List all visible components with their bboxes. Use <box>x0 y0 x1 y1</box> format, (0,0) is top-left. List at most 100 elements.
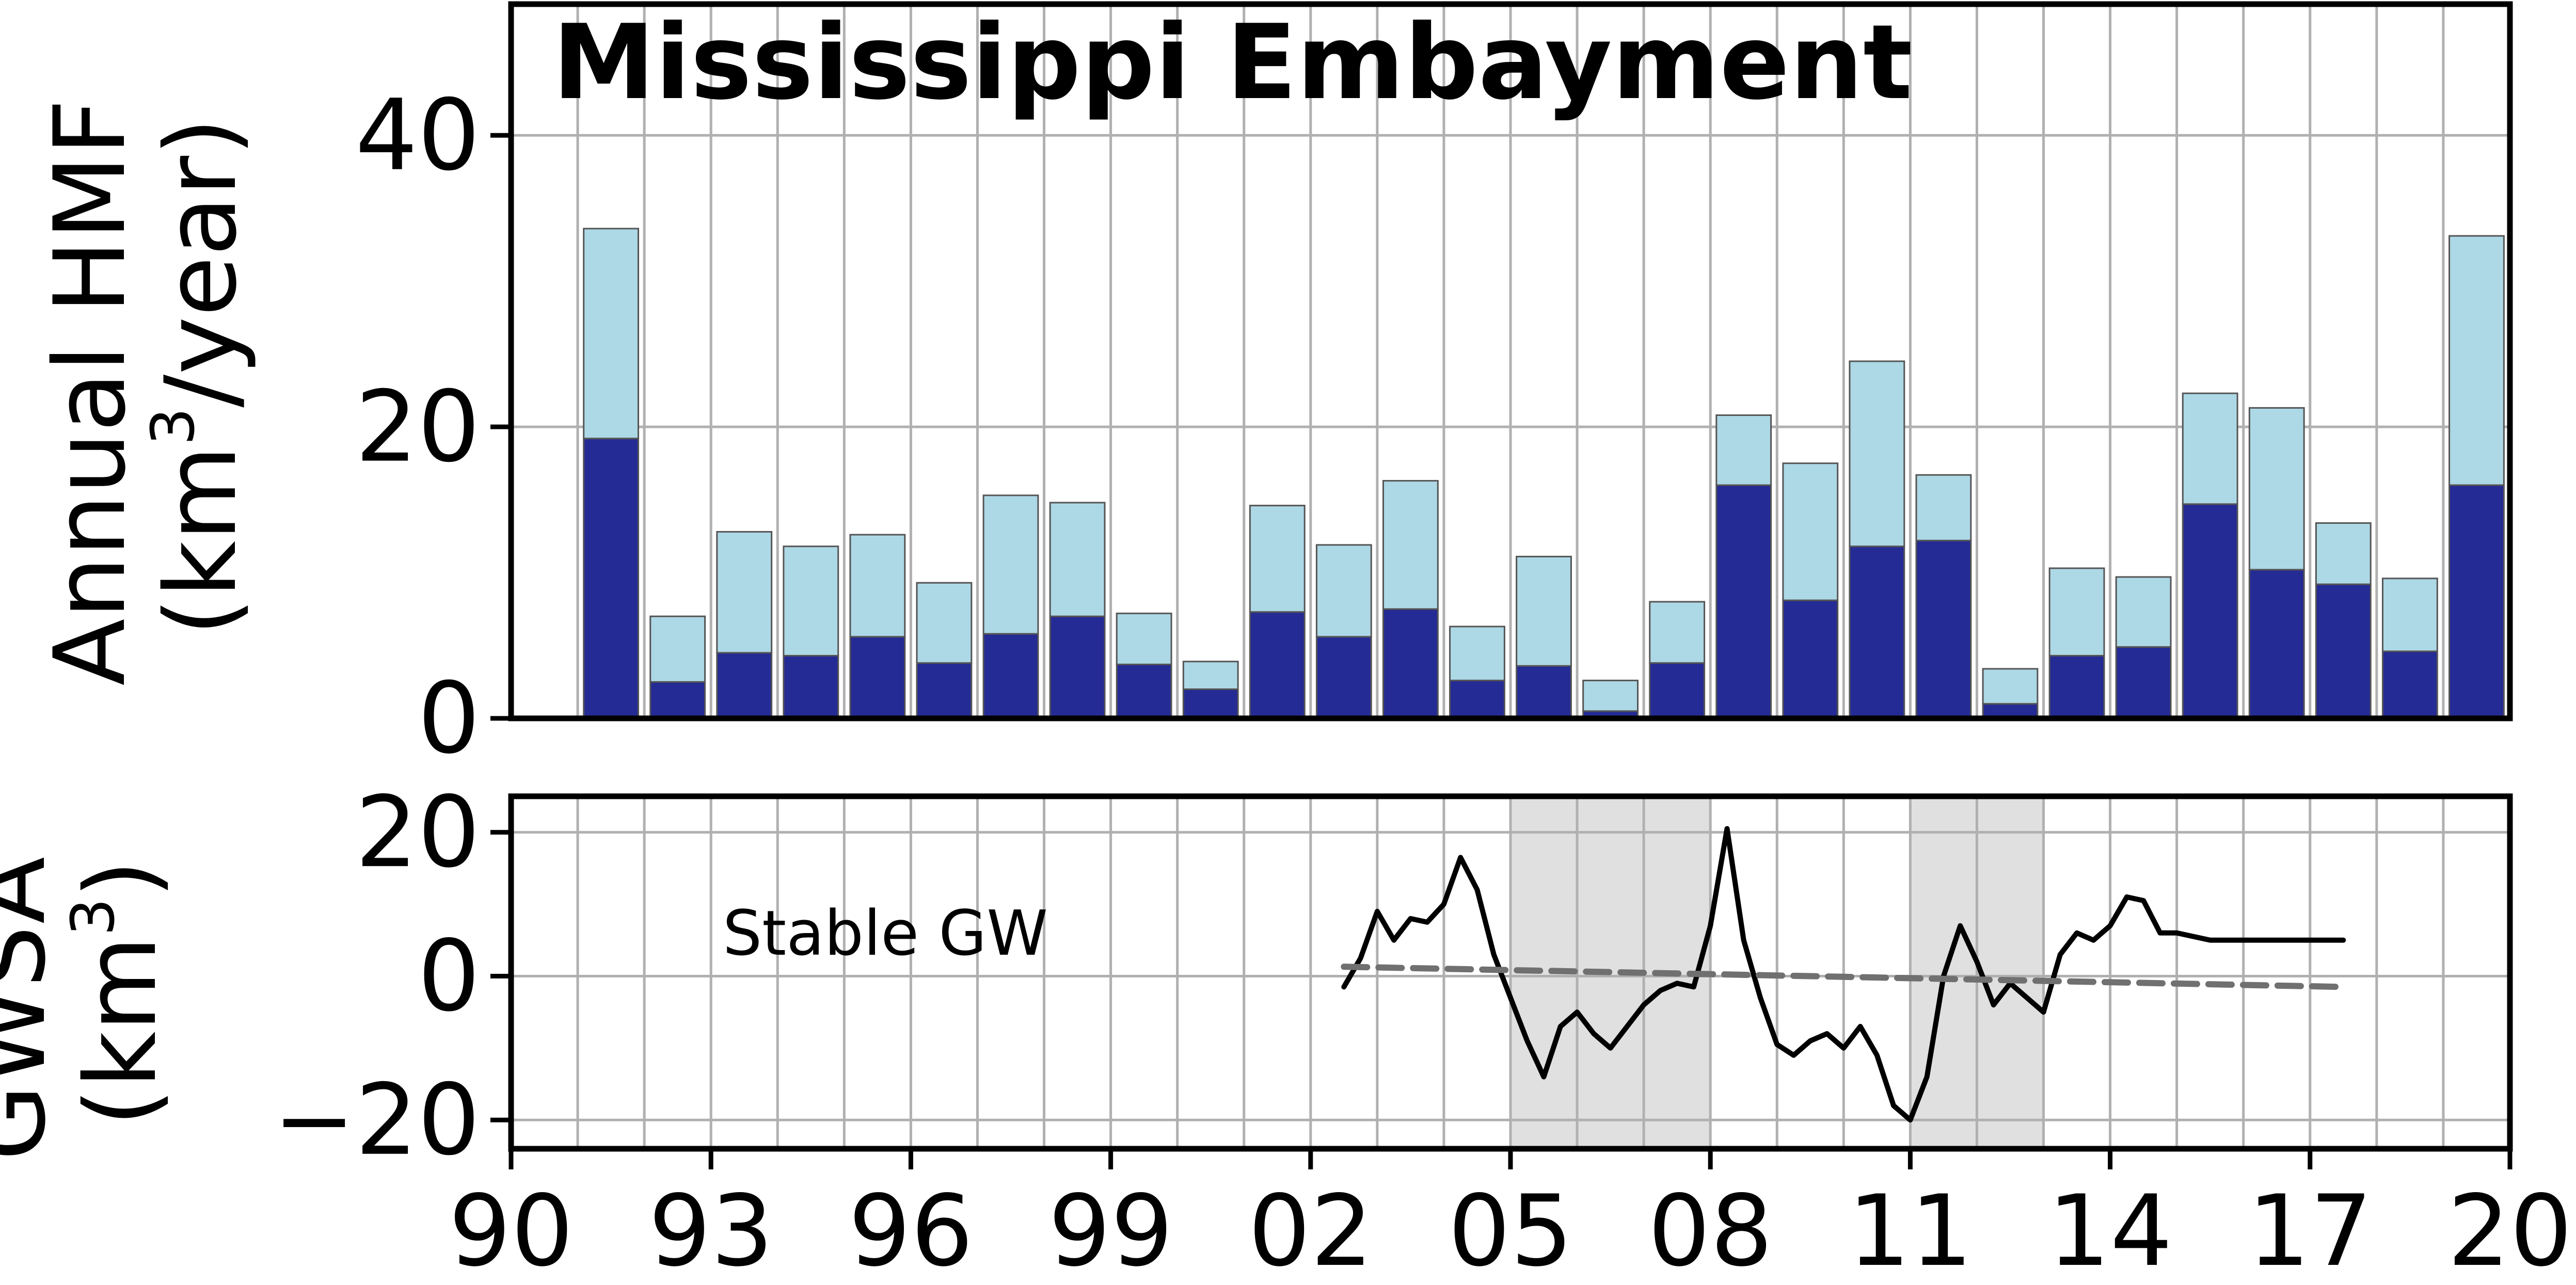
chart-title: Mississippi Embayment <box>552 3 1913 123</box>
hmf-bar-lower <box>1249 611 1306 719</box>
gwsa-xtick-label: 99 <box>1048 1174 1173 1285</box>
hmf-bar-lower <box>1049 615 1106 719</box>
hmf-bar-upper <box>1982 668 2039 705</box>
hmf-bar-lower <box>783 655 839 719</box>
hmf-bar-lower <box>2115 646 2172 719</box>
gwsa-y-label-line1: GWSA <box>0 857 67 1161</box>
hmf-grid <box>511 4 2510 718</box>
hmf-bar-upper <box>1516 555 1572 667</box>
gwsa-xtick-label: 05 <box>1448 1174 1573 1285</box>
hmf-bar-lower <box>1516 665 1572 719</box>
hmf-ytick-label: 0 <box>418 662 480 776</box>
hmf-bar-upper <box>1582 680 1639 712</box>
gwsa-xtick-label: 96 <box>849 1174 974 1285</box>
hmf-bar-upper <box>783 545 839 657</box>
hmf-y-label-sup: 3 <box>139 408 208 445</box>
hmf-bar-upper <box>1849 360 1905 548</box>
hmf-bar-upper <box>1049 502 1106 617</box>
stable-gw-annotation: Stable GW <box>723 898 1048 970</box>
gwsa-xtick-label: 17 <box>2248 1174 2373 1285</box>
hmf-y-label-line2: (km3/year) <box>139 118 258 636</box>
hmf-bar-upper <box>2381 577 2438 652</box>
gwsa-xtick-label: 11 <box>1848 1174 1973 1285</box>
hmf-bar-panel: Mississippi Embayment 0 20 40 Annual HMF (… <box>33 1 2513 776</box>
gwsa-y-ticks: −20 0 20 <box>273 775 511 1177</box>
hmf-ytick-label: 40 <box>355 78 480 192</box>
hmf-bar-upper <box>1315 544 1372 638</box>
hmf-bar-lower <box>1182 688 1239 719</box>
gwsa-y-label-sup: 3 <box>59 898 128 936</box>
gwsa-ytick-label: 0 <box>418 919 480 1033</box>
gwsa-y-label-suffix: ) <box>64 860 178 898</box>
hmf-bar-lower <box>916 662 973 719</box>
hmf-bar-upper <box>716 531 773 654</box>
hmf-bar-lower <box>1782 599 1839 719</box>
gwsa-grid <box>511 796 2510 1149</box>
gwsa-xtick-label: 08 <box>1648 1174 1773 1285</box>
gwsa-xtick-label: 02 <box>1248 1174 1373 1285</box>
hmf-bar-lower <box>1449 680 1505 719</box>
hmf-bar-upper <box>849 534 906 638</box>
gwsa-y-label-prefix: (km <box>64 936 178 1127</box>
hmf-bar-upper <box>1715 414 1772 486</box>
hmf-bar-lower <box>2248 569 2305 719</box>
hmf-bar-upper <box>2248 407 2305 571</box>
gwsa-y-label-line2: (km3) <box>59 860 178 1127</box>
hmf-bar-upper <box>982 494 1039 635</box>
hmf-y-label-suffix: /year) <box>144 118 258 408</box>
hmf-bar-lower <box>1116 663 1172 719</box>
hmf-bar-upper <box>2115 576 2172 648</box>
hmf-bar-upper <box>1116 613 1172 665</box>
hmf-bar-lower <box>2182 503 2238 719</box>
hmf-y-label-prefix: (km <box>144 445 258 636</box>
gwsa-x-ticks: 90 93 96 99 02 05 08 11 14 17 20 <box>449 1149 2572 1285</box>
hmf-bar-upper <box>649 615 706 683</box>
hmf-y-axis-label: Annual HMF (km3/year) <box>33 68 258 685</box>
hmf-bar-lower <box>1915 539 1972 719</box>
hmf-bar-lower <box>583 438 640 719</box>
hmf-bars <box>583 228 2505 719</box>
hmf-bar-lower <box>849 636 906 719</box>
gwsa-ytick-label: 20 <box>355 775 480 889</box>
hmf-bar-upper <box>1382 480 1439 610</box>
hmf-bar-lower <box>2448 484 2505 719</box>
hmf-bar-lower <box>1849 545 1905 719</box>
hmf-y-ticks: 0 20 40 <box>355 78 511 776</box>
gwsa-ytick-label: −20 <box>273 1063 480 1177</box>
gwsa-series-line <box>1341 826 2346 1123</box>
gwsa-trend-line <box>1341 963 2347 990</box>
gwsa-xtick-label: 20 <box>2447 1174 2572 1285</box>
hmf-bar-lower <box>2315 583 2372 719</box>
gwsa-xtick-label: 14 <box>2048 1174 2173 1285</box>
hmf-bar-lower <box>716 652 773 719</box>
hmf-y-label-line1: Annual HMF <box>33 99 147 686</box>
hmf-bar-upper <box>1782 462 1839 601</box>
hmf-bar-upper <box>916 582 973 664</box>
hmf-bar-lower <box>982 633 1039 719</box>
hmf-bar-upper <box>2048 567 2105 657</box>
hmf-bar-lower <box>2381 650 2438 719</box>
hmf-bar-lower <box>1382 608 1439 719</box>
hmf-bar-upper <box>2182 392 2238 505</box>
hmf-bar-upper <box>1649 601 1706 664</box>
hmf-bar-lower <box>649 681 706 719</box>
hmf-bar-upper <box>1182 661 1239 690</box>
hmf-bar-lower <box>2048 655 2105 719</box>
hmf-bar-upper <box>2448 235 2505 486</box>
hmf-bar-lower <box>1315 636 1372 719</box>
hmf-bar-upper <box>2315 522 2372 585</box>
hmf-bar-lower <box>1715 484 1772 719</box>
gwsa-xtick-label: 90 <box>449 1174 574 1285</box>
hmf-plot-frame <box>508 1 2513 721</box>
gwsa-lines <box>1341 826 2347 1123</box>
hmf-bar-upper <box>1915 474 1972 541</box>
hmf-ytick-label: 20 <box>355 370 480 484</box>
hmf-bar-upper <box>1249 505 1306 613</box>
gwsa-xtick-label: 93 <box>648 1174 773 1285</box>
gwsa-y-axis-label: GWSA (km3) <box>0 826 178 1161</box>
hmf-bar-upper <box>1449 625 1505 682</box>
hmf-bar-lower <box>1649 662 1706 719</box>
hmf-bar-upper <box>583 228 640 440</box>
